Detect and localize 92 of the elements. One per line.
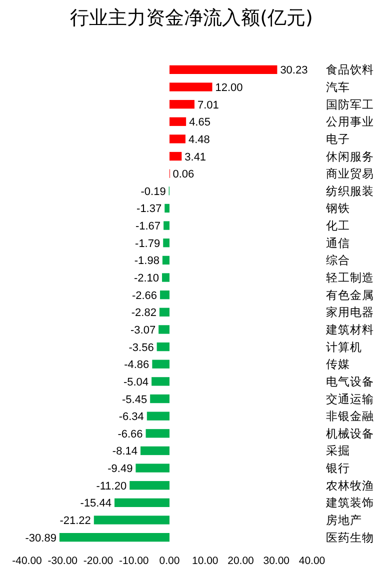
x-tick-label: -20.00 <box>83 555 114 567</box>
y-tick-label: 交通运输 <box>326 392 374 406</box>
bar <box>114 498 170 508</box>
x-tick-label: 20.00 <box>228 555 254 567</box>
bar <box>130 481 170 490</box>
x-tick-label: 30.00 <box>263 555 290 567</box>
y-tick-label: 汽车 <box>326 80 350 94</box>
y-tick-label: 电气设备 <box>326 374 374 388</box>
bar <box>146 412 170 420</box>
bar <box>162 256 170 265</box>
data-label: -30.89 <box>25 532 56 544</box>
y-tick-label: 建筑材料 <box>325 322 374 336</box>
data-label: -5.45 <box>122 394 148 406</box>
y-tick-label: 医药生物 <box>326 530 374 544</box>
bar <box>159 308 170 316</box>
data-label: -4.86 <box>124 359 150 372</box>
bar <box>156 342 170 352</box>
bar <box>170 152 182 161</box>
y-tick-label: 家用电器 <box>326 305 374 320</box>
bar <box>170 100 194 109</box>
x-tick-label: 0.00 <box>159 555 180 567</box>
chart-title: 行业主力资金净流入额(亿元) <box>70 7 313 29</box>
data-label: -8.14 <box>112 446 138 458</box>
y-tick-label: 房地产 <box>326 513 362 528</box>
bar <box>152 377 170 386</box>
y-tick-label: 轻工制造 <box>326 270 374 285</box>
y-tick-label: 公用事业 <box>326 114 374 129</box>
bar <box>163 238 170 248</box>
y-tick-label: 机械设备 <box>326 426 374 440</box>
x-tick-label: 40.00 <box>298 555 326 567</box>
y-tick-label: 通信 <box>326 236 350 250</box>
data-label: 7.01 <box>197 99 219 112</box>
x-tick-label: -10.00 <box>118 555 149 567</box>
bar <box>94 516 170 524</box>
bar <box>170 117 186 126</box>
y-tick-label: 银行 <box>325 461 350 476</box>
bar <box>152 360 170 368</box>
bar <box>158 325 170 334</box>
bar <box>170 82 212 92</box>
bar <box>164 221 170 230</box>
data-label: -3.07 <box>130 324 156 336</box>
y-tick-label: 国防军工 <box>326 97 374 112</box>
data-label: -9.49 <box>108 463 133 476</box>
data-label: -1.67 <box>135 220 161 233</box>
bar <box>59 533 170 542</box>
bar <box>164 204 170 213</box>
bar <box>162 273 170 282</box>
data-label: -1.79 <box>135 238 160 250</box>
data-label: 3.41 <box>184 151 206 164</box>
data-label: -2.10 <box>134 272 160 285</box>
y-tick-label: 钢铁 <box>325 201 350 216</box>
y-tick-label: 纺织服装 <box>326 184 374 198</box>
data-label: -11.20 <box>96 480 127 492</box>
y-tick-label: 传媒 <box>326 357 350 372</box>
y-tick-label: 化工 <box>326 218 350 233</box>
data-label: 12.00 <box>215 82 243 94</box>
bar <box>136 464 170 472</box>
y-tick-label: 电子 <box>326 132 350 146</box>
y-tick-label: 农林牧渔 <box>326 478 374 492</box>
data-label: -1.37 <box>136 203 162 216</box>
y-tick-label: 有色金属 <box>326 288 374 302</box>
y-tick-label: 建筑装饰 <box>325 496 374 510</box>
data-label: -3.56 <box>128 342 154 354</box>
x-tick-label: -30.00 <box>48 555 78 567</box>
data-label: -2.66 <box>132 290 158 302</box>
data-label: -0.19 <box>140 186 166 198</box>
data-label: -5.04 <box>123 376 149 388</box>
bar <box>150 394 170 404</box>
data-label: -21.22 <box>60 515 91 528</box>
bar <box>170 65 278 74</box>
y-tick-label: 食品饮料 <box>326 62 374 77</box>
y-tick-label: 计算机 <box>326 340 362 354</box>
bar <box>170 134 186 144</box>
data-label: -2.82 <box>131 307 156 320</box>
data-label: -6.66 <box>118 428 143 440</box>
bar <box>146 429 170 438</box>
y-tick-label: 商业贸易 <box>326 166 374 181</box>
data-label: -6.34 <box>118 411 144 424</box>
data-label: 4.65 <box>189 116 210 129</box>
y-tick-label: 非银金融 <box>326 409 374 424</box>
x-tick-label: -40.00 <box>12 555 42 567</box>
data-label: 30.23 <box>280 64 308 77</box>
y-tick-label: 采掘 <box>326 444 350 458</box>
data-label: -15.44 <box>80 498 112 510</box>
y-tick-label: 休闲服务 <box>326 149 374 164</box>
bar <box>160 290 170 300</box>
bar <box>140 446 170 456</box>
x-tick-label: 10.00 <box>192 555 218 567</box>
y-tick-label: 综合 <box>326 253 350 268</box>
data-label: 0.06 <box>172 168 194 181</box>
data-label: -1.98 <box>134 255 160 268</box>
data-label: 4.48 <box>188 134 210 146</box>
